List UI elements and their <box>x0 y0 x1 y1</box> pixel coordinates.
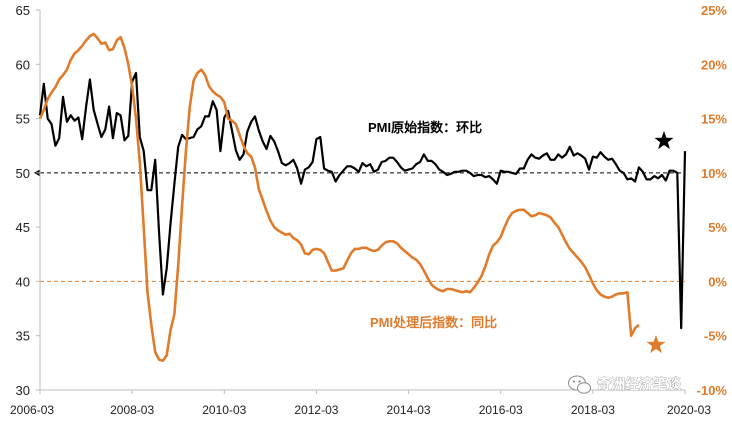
left-tick-label: 50 <box>16 166 30 181</box>
right-tick-label: 5% <box>708 220 727 235</box>
star-marker-pmi <box>654 131 674 150</box>
annotation-yoy: PMI处理后指数：同比 <box>370 315 497 330</box>
x-tick-label: 2014-03 <box>387 403 431 417</box>
x-tick-label: 2020-03 <box>667 403 711 417</box>
right-tick-label: 25% <box>701 3 727 18</box>
right-tick-label: 0% <box>708 274 727 289</box>
star-marker-yoy <box>646 335 666 354</box>
watermark-text: 奇洲经济笔谈 <box>597 376 682 392</box>
left-tick-label: 45 <box>16 220 30 235</box>
left-tick-label: 60 <box>16 57 30 72</box>
left-tick-label: 30 <box>16 383 30 398</box>
right-tick-label: 20% <box>701 57 727 72</box>
right-tick-label: -10% <box>697 383 728 398</box>
left-tick-label: 65 <box>16 3 30 18</box>
x-tick-label: 2012-03 <box>294 403 338 417</box>
left-tick-label: 40 <box>16 274 30 289</box>
series-lines <box>38 32 687 362</box>
axes: 30 35 40 45 50 55 60 65 -10% -5% 0% 5% 10% 15% 20% 25% 2… <box>10 3 727 417</box>
left-tick-label: 55 <box>16 112 30 127</box>
x-tick-label: 2016-03 <box>479 403 523 417</box>
wechat-icon <box>568 375 591 394</box>
right-tick-label: 15% <box>701 112 727 127</box>
watermark: 奇洲经济笔谈 <box>568 375 682 394</box>
annotations: PMI原始指数：环比 PMI处理后指数：同比 <box>368 120 497 330</box>
x-tick-label: 2006-03 <box>10 403 54 417</box>
left-tick-label: 35 <box>16 329 30 344</box>
right-tick-label: -5% <box>704 329 728 344</box>
x-tick-label: 2008-03 <box>110 403 154 417</box>
series-line-yoy <box>38 32 640 362</box>
annotation-pmi: PMI原始指数：环比 <box>368 120 482 135</box>
right-tick-label: 10% <box>701 166 727 181</box>
x-tick-label: 2010-03 <box>202 403 246 417</box>
reference-lines <box>34 169 685 282</box>
series-line-pmi <box>38 71 687 330</box>
star-markers <box>646 131 674 354</box>
x-tick-label: 2018-03 <box>571 403 615 417</box>
